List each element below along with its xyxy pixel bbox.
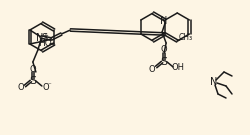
Text: S: S bbox=[160, 57, 168, 67]
Text: O: O bbox=[18, 84, 24, 92]
Text: O: O bbox=[30, 65, 36, 73]
Text: O: O bbox=[42, 82, 49, 92]
Text: +: + bbox=[42, 33, 48, 39]
Text: ⁻: ⁻ bbox=[48, 82, 52, 88]
Text: HO: HO bbox=[38, 40, 52, 48]
Text: O: O bbox=[149, 65, 156, 73]
Text: OH: OH bbox=[172, 63, 184, 72]
Text: S: S bbox=[29, 76, 36, 86]
Text: S: S bbox=[42, 33, 48, 43]
Text: CH₃: CH₃ bbox=[178, 33, 192, 43]
Text: N: N bbox=[160, 16, 168, 26]
Text: O: O bbox=[161, 45, 168, 55]
Text: N: N bbox=[210, 77, 218, 87]
Text: N: N bbox=[36, 33, 44, 43]
